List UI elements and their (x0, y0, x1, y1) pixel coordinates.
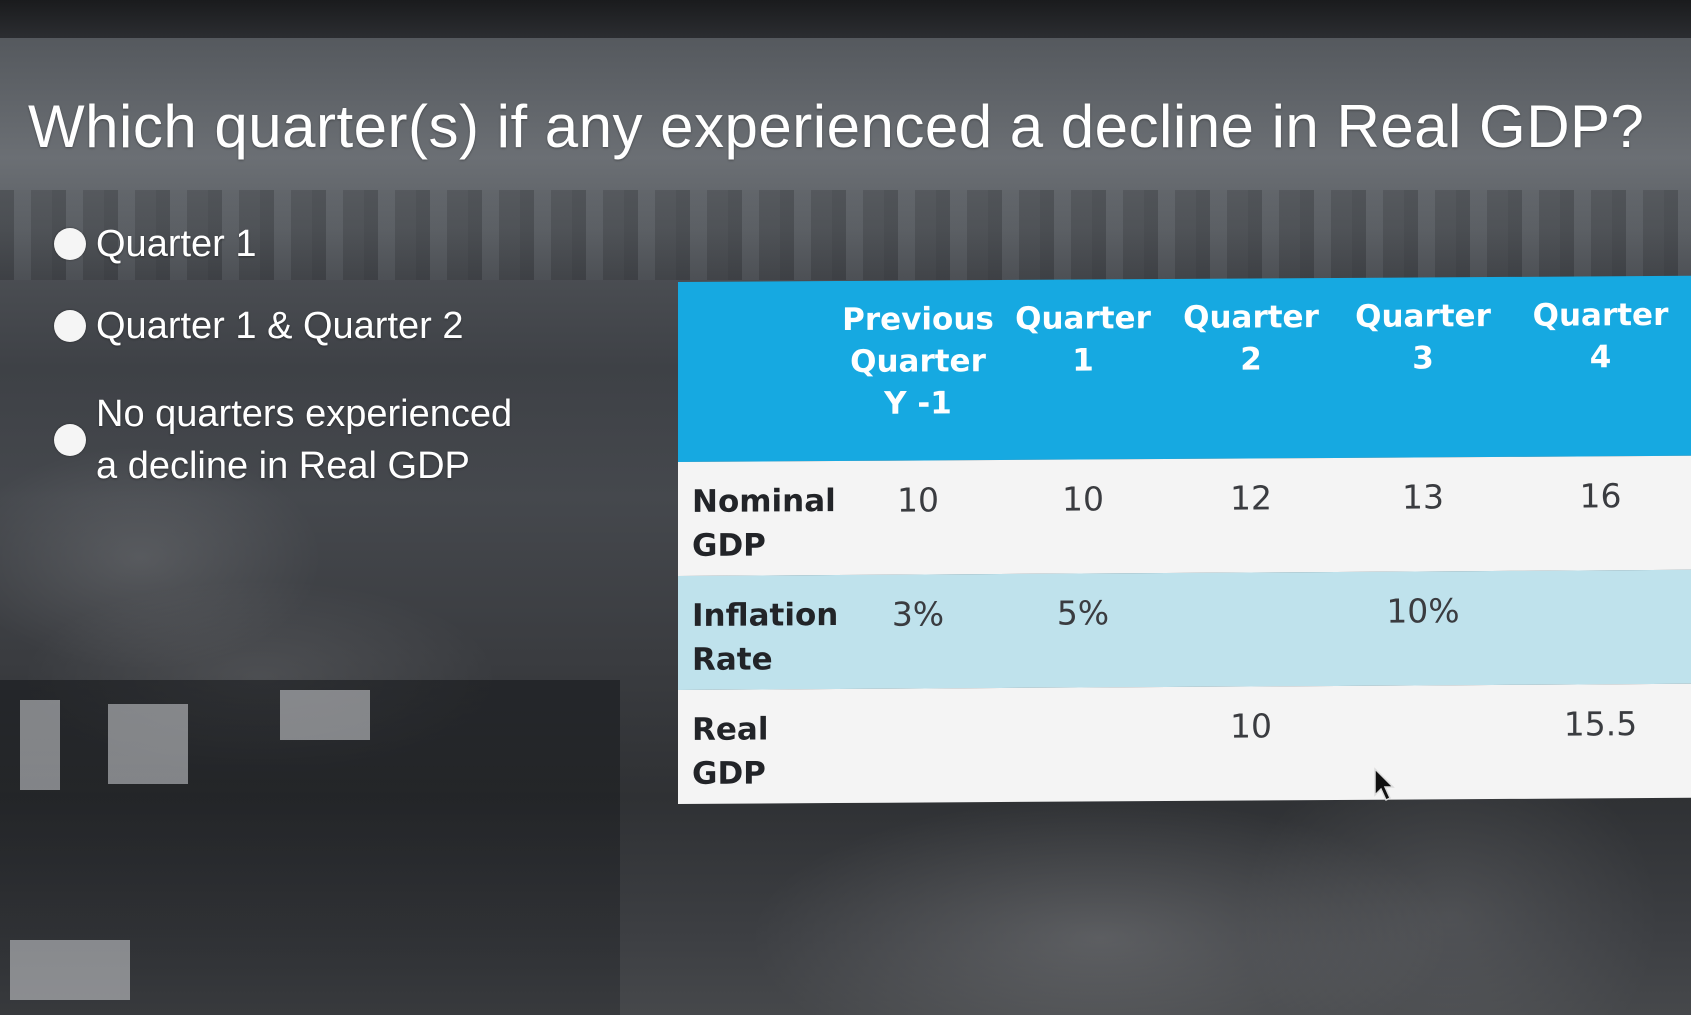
table-row-nominal-gdp: Nominal GDP 10 10 12 13 16 (678, 455, 1691, 576)
answer-option-label-line[interactable]: No quarters experienced (96, 393, 513, 435)
row-label-line: Real (692, 711, 769, 748)
table-cell: 16 (1579, 476, 1622, 516)
answer-option-quarter-1[interactable]: Quarter 1 (54, 218, 257, 270)
background-pier (280, 690, 370, 740)
header-line: 2 (1240, 341, 1262, 378)
table-cell (1510, 570, 1691, 685)
background-pier (10, 940, 130, 1000)
header-line: Quarter (850, 343, 986, 380)
row-label-line: Nominal (692, 483, 836, 520)
header-line: Previous (842, 301, 994, 338)
mouse-pointer-icon-svg (1374, 767, 1395, 802)
radio-button-icon[interactable] (54, 228, 86, 260)
row-label-line: Rate (692, 641, 773, 678)
table-cell (836, 688, 1000, 803)
header-line: 1 (1072, 342, 1094, 379)
table-cell: 10 (1062, 479, 1104, 519)
row-label: Real GDP (678, 689, 836, 804)
table-header-row: Previous Quarter Y -1 Quarter 1 Quarter … (678, 275, 1691, 462)
table-cell: 10% (1386, 591, 1460, 631)
row-label: Nominal GDP (678, 461, 836, 576)
table-cell: 15.5 (1563, 704, 1638, 744)
table-cell (1166, 572, 1336, 687)
table-cell: 12 (1230, 478, 1272, 518)
question-title: Which quarter(s) if any experienced a de… (28, 93, 1645, 160)
table-header-quarter-2: Quarter 2 (1166, 278, 1336, 459)
answer-option-label-line[interactable]: a decline in Real GDP (96, 445, 470, 487)
radio-button-icon[interactable] (54, 424, 86, 456)
table-cell: 5% (1056, 593, 1110, 633)
table-header-quarter-4: Quarter 4 (1510, 276, 1691, 457)
header-line: Quarter (1532, 296, 1669, 334)
table-cell (1336, 685, 1510, 800)
answer-option-label[interactable]: Quarter 1 (96, 223, 257, 265)
header-line: 4 (1589, 339, 1612, 376)
monitor-bezel (0, 0, 1691, 44)
answer-option-quarter-1-and-2[interactable]: Quarter 1 & Quarter 2 (54, 300, 464, 352)
header-line: 3 (1412, 340, 1434, 377)
table-row-inflation-rate: Inflation Rate 3% 5% 10% (678, 569, 1691, 690)
background-pier (108, 704, 188, 784)
answer-option-no-decline[interactable]: No quarters experienced a decline in Rea… (54, 388, 574, 492)
radio-button-icon[interactable] (54, 310, 86, 342)
table-cell: 10 (1230, 706, 1272, 746)
row-label-line: Inflation (692, 597, 839, 634)
gdp-data-table: Previous Quarter Y -1 Quarter 1 Quarter … (678, 275, 1691, 804)
background-skyline (0, 190, 1691, 280)
answer-option-label[interactable]: Quarter 1 & Quarter 2 (96, 305, 464, 347)
header-line: Quarter (1015, 300, 1151, 337)
table-cell: 10 (897, 480, 939, 520)
answer-option-label[interactable]: No quarters experienced a decline in Rea… (96, 388, 512, 492)
header-line: Quarter (1355, 298, 1491, 335)
row-label-line: GDP (692, 527, 766, 564)
header-line: Quarter (1183, 299, 1319, 336)
table-header-quarter-1: Quarter 1 (1000, 279, 1166, 460)
table-row-real-gdp: Real GDP 10 15.5 (678, 683, 1691, 804)
header-line: Y -1 (884, 385, 952, 422)
table-header-cell-empty (678, 281, 836, 462)
table-cell: 3% (891, 594, 945, 634)
background-pier (20, 700, 60, 790)
background-harbor (0, 680, 620, 1015)
table-cell: 13 (1402, 477, 1444, 517)
table-cell (1000, 687, 1166, 802)
table-header-quarter-3: Quarter 3 (1336, 277, 1510, 458)
row-label-line: GDP (692, 755, 766, 792)
table-header-previous-quarter: Previous Quarter Y -1 (836, 280, 1000, 461)
row-label: Inflation Rate (678, 575, 839, 690)
